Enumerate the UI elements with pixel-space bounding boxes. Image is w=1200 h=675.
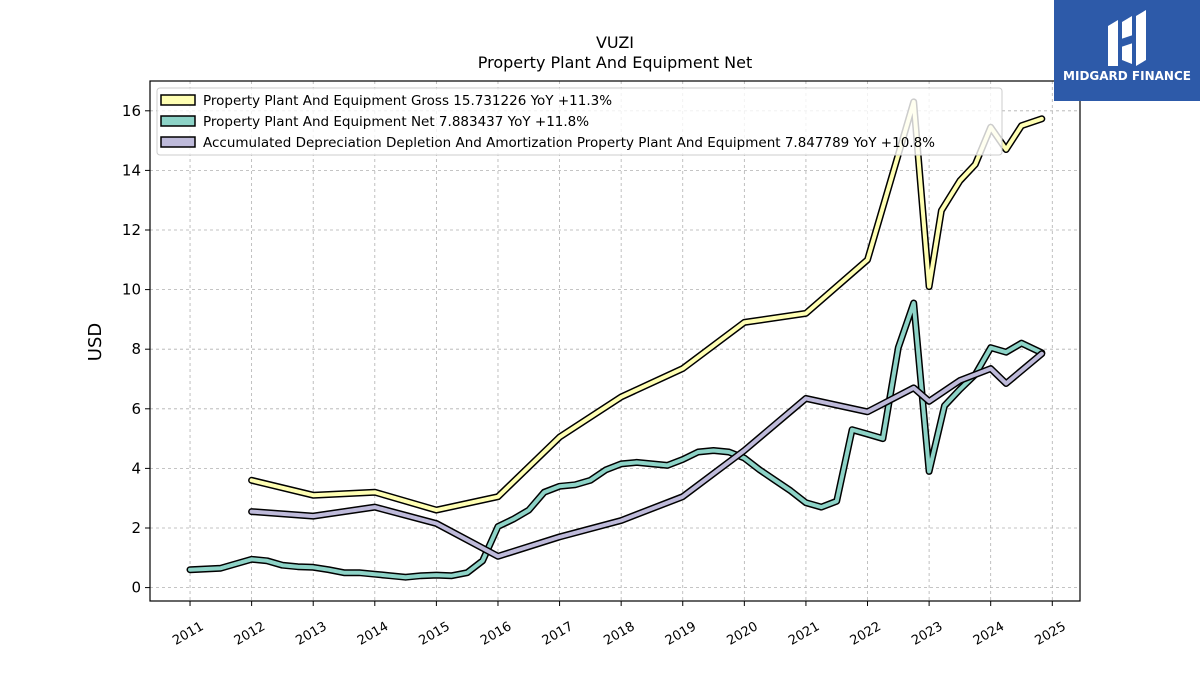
chart-subtitle: Property Plant And Equipment Net [478,53,753,72]
legend-swatch [160,136,196,148]
x-tick-label: 2018 [601,619,637,649]
x-tick-label: 2020 [725,619,761,649]
legend-label: Property Plant And Equipment Net 7.88343… [203,114,589,130]
x-tick-label: 2017 [540,619,576,649]
y-tick-label: 4 [131,459,141,477]
legend-box [156,87,1003,156]
x-tick-label: 2011 [170,619,206,649]
y-axis: 0 2 4 6 8 10 12 14 16 [122,102,150,597]
y-tick-label: 8 [131,340,141,358]
y-tick-label: 6 [131,400,141,418]
y-axis-label: USD [85,323,106,361]
x-tick-label: 2014 [355,619,391,649]
series-line-2 [249,351,1044,559]
legend-swatch [160,115,196,127]
y-tick-label: 14 [122,161,141,179]
x-tick-label: 2023 [909,619,945,649]
series-outline-1 [186,299,1046,581]
series-lines [186,98,1046,581]
y-tick-label: 2 [131,519,141,537]
x-axis: 2011 2012 2013 2014 2015 2016 2017 2018 2019 2020… [170,601,1069,649]
x-tick-label: 2012 [232,619,268,649]
logo-text: MIDGARD FINANCE [1063,69,1191,83]
series-line-1 [188,301,1044,580]
x-tick-label: 2013 [293,619,329,649]
legend: Property Plant And Equipment Gross 15.73… [156,87,1003,156]
series-outline-0 [248,98,1046,514]
legend-swatch [160,94,196,106]
x-tick-label: 2024 [971,619,1007,649]
chart-title: VUZI [596,33,634,52]
x-tick-label: 2019 [663,619,699,649]
plot-frame [149,80,1081,602]
x-tick-label: 2016 [478,619,514,649]
x-tick-label: 2021 [786,619,822,649]
y-tick-label: 16 [122,102,141,120]
y-tick-label: 12 [122,221,141,239]
legend-label: Accumulated Depreciation Depletion And A… [203,135,935,151]
x-tick-label: 2025 [1032,619,1068,649]
x-tick-label: 2022 [848,619,884,649]
legend-label: Property Plant And Equipment Gross 15.73… [203,93,612,109]
logo-mark-icon [1108,10,1146,66]
y-tick-label: 10 [122,281,141,299]
x-tick-label: 2015 [417,619,453,649]
midgard-finance-logo: MIDGARD FINANCE [1054,0,1200,101]
series-line-0 [249,99,1044,513]
y-tick-label: 0 [131,579,141,597]
